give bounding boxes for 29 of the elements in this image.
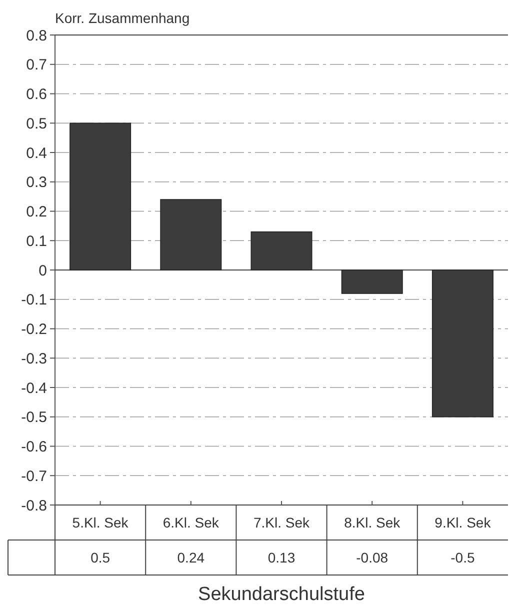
x-tick-label: 5.Kl. Sek <box>72 514 130 530</box>
data-label: 0.13 <box>268 549 296 566</box>
y-tick-label: 0.7 <box>26 56 47 74</box>
y-tick-label: -0.2 <box>21 321 47 338</box>
y-tick-label: 0 <box>38 262 47 280</box>
y-tick-label: 0.2 <box>26 204 47 220</box>
y-axis-title: Korr. Zusammenhang <box>55 10 190 26</box>
data-label: 0.24 <box>177 549 205 566</box>
y-tick-label: -0.3 <box>21 350 47 368</box>
y-tick-label: -0.8 <box>21 497 47 514</box>
data-label: 0.5 <box>90 549 110 566</box>
y-tick-label: -0.4 <box>21 380 47 397</box>
y-tick-label: -0.7 <box>21 468 47 485</box>
x-tick-label: 8.Kl. Sek <box>344 514 402 530</box>
x-tick-label: 6.Kl. Sek <box>162 514 220 530</box>
y-tick-label: 0.6 <box>26 86 47 103</box>
y-tick-label: -0.6 <box>21 438 47 456</box>
y-tick-label: 0.3 <box>26 174 47 192</box>
data-label: -0.5 <box>450 549 475 566</box>
y-tick-label: -0.1 <box>21 292 47 309</box>
y-tick-label: 0.4 <box>26 144 47 162</box>
y-tick-label: 0.1 <box>26 232 47 250</box>
x-tick-label: 9.Kl. Sek <box>434 514 492 530</box>
x-tick-label: 7.Kl. Sek <box>253 514 311 530</box>
y-tick-label: 0.8 <box>26 27 47 44</box>
x-axis-title: Sekundarschulstufe <box>198 584 365 605</box>
y-tick-label: 0.5 <box>26 115 47 132</box>
data-label: -0.08 <box>356 549 388 566</box>
y-tick-label: -0.5 <box>21 409 47 426</box>
